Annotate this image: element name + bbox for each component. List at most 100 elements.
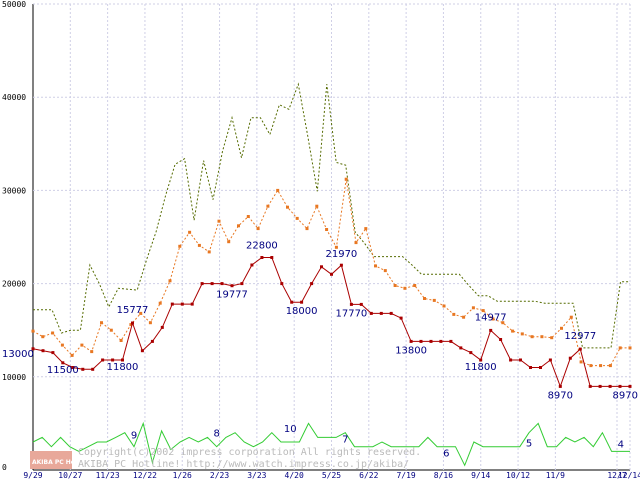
series-average-point xyxy=(158,301,162,305)
series-average-point xyxy=(70,353,74,357)
y-tick-label: 20000 xyxy=(2,280,26,289)
series-min-point xyxy=(71,366,75,369)
series-min-point xyxy=(339,263,343,267)
series-average-point xyxy=(452,312,456,316)
series-average-point xyxy=(197,243,201,247)
series-average-point xyxy=(423,297,426,300)
price-label: 13800 xyxy=(395,345,427,356)
series-min-point xyxy=(499,338,503,341)
series-average-point xyxy=(217,219,221,223)
series-min-point xyxy=(399,316,403,320)
series-min-point xyxy=(190,302,194,306)
series-average-point xyxy=(188,230,192,234)
logo-text: AKIBA PC Hotline xyxy=(32,459,90,466)
series-min-point xyxy=(31,347,35,351)
series-min-point xyxy=(548,358,552,362)
series-min-point xyxy=(439,339,443,343)
price-label: 15777 xyxy=(117,305,149,316)
series-min-point xyxy=(111,358,115,362)
series-min-point xyxy=(618,384,622,388)
series-min-point xyxy=(409,339,413,343)
series-min-point xyxy=(140,349,144,353)
x-tick-label: 8/16 xyxy=(434,471,453,480)
series-min-point xyxy=(121,358,124,362)
series-min-point xyxy=(170,302,174,306)
x-tick-label: 12/22 xyxy=(133,471,157,480)
series-min-point xyxy=(250,263,254,267)
series-average-point xyxy=(276,188,280,192)
series-average-point xyxy=(325,228,329,231)
series-min-point xyxy=(240,282,244,286)
series-average-point xyxy=(511,329,515,333)
series-average-point xyxy=(109,328,113,332)
series-min-point xyxy=(369,311,373,315)
x-tick-label: 12/7 xyxy=(607,471,626,480)
series-average-point xyxy=(432,298,436,302)
series-min-point xyxy=(101,358,105,362)
series-average-point xyxy=(80,343,84,347)
series-average-point xyxy=(305,227,309,231)
series-min-point xyxy=(41,349,45,353)
series-average-point xyxy=(344,177,348,181)
series-group xyxy=(31,82,632,467)
store-count-label: 5 xyxy=(526,439,532,450)
series-average-point xyxy=(569,315,573,319)
series-min-point xyxy=(598,384,602,388)
series-min-point xyxy=(300,300,304,304)
series-average-point xyxy=(256,227,260,231)
series-average-point xyxy=(481,309,485,313)
series-average-point xyxy=(540,335,544,339)
series-min-point xyxy=(310,282,314,286)
series-min-point xyxy=(51,351,55,355)
series-min-point xyxy=(81,367,85,371)
x-tick-label: 9/14 xyxy=(471,471,490,480)
series-average-point xyxy=(608,364,612,368)
x-tick-label: 7/19 xyxy=(396,471,415,480)
series-average-point xyxy=(354,241,358,245)
series-average-point xyxy=(266,204,270,208)
series-min-point xyxy=(608,384,612,388)
series-average-point xyxy=(560,326,563,330)
series-average-point xyxy=(119,339,123,342)
store-count-label: 10 xyxy=(284,424,297,435)
series-average-point xyxy=(471,306,475,310)
series-average-point xyxy=(148,321,152,325)
series-min-point xyxy=(449,339,453,343)
price-label: 11800 xyxy=(465,362,497,373)
site-url-text: AKIBA PC Hotline! http://www.watch.impre… xyxy=(78,459,409,470)
series-average-point xyxy=(41,335,45,339)
series-average-point xyxy=(462,315,466,319)
series-average-point xyxy=(31,329,35,333)
series-average-point xyxy=(246,215,250,218)
series-max-line xyxy=(33,82,630,349)
series-min-point xyxy=(588,384,592,388)
series-min-point xyxy=(568,356,572,360)
series-average-point xyxy=(100,321,103,325)
price-label: 12977 xyxy=(564,331,596,342)
grid xyxy=(32,3,631,471)
y-tick-label: 50000 xyxy=(2,0,26,9)
store-count-label: 4 xyxy=(618,439,624,450)
series-min-point xyxy=(519,358,522,362)
price-label: 8970 xyxy=(613,390,638,401)
series-average-point xyxy=(501,321,505,325)
series-average-point xyxy=(207,250,211,254)
series-average-point xyxy=(520,332,524,336)
y-tick-label: 30000 xyxy=(2,186,26,195)
x-tick-label: 9/29 xyxy=(23,471,42,480)
series-min-point xyxy=(290,300,294,304)
series-min-point xyxy=(160,325,164,329)
series-average-point xyxy=(628,346,632,350)
series-min-point xyxy=(210,282,214,286)
series-min-point xyxy=(220,282,224,286)
price-label: 19777 xyxy=(216,290,248,301)
series-min-point xyxy=(131,321,134,325)
series-min-point xyxy=(180,302,184,306)
series-min-point xyxy=(419,339,423,343)
x-tick-label: 10/27 xyxy=(58,471,82,480)
series-min-point xyxy=(91,367,95,371)
series-average-point xyxy=(315,204,319,208)
series-min-point xyxy=(320,265,323,269)
price-label: 13000 xyxy=(2,349,34,360)
series-average-point xyxy=(491,317,495,321)
